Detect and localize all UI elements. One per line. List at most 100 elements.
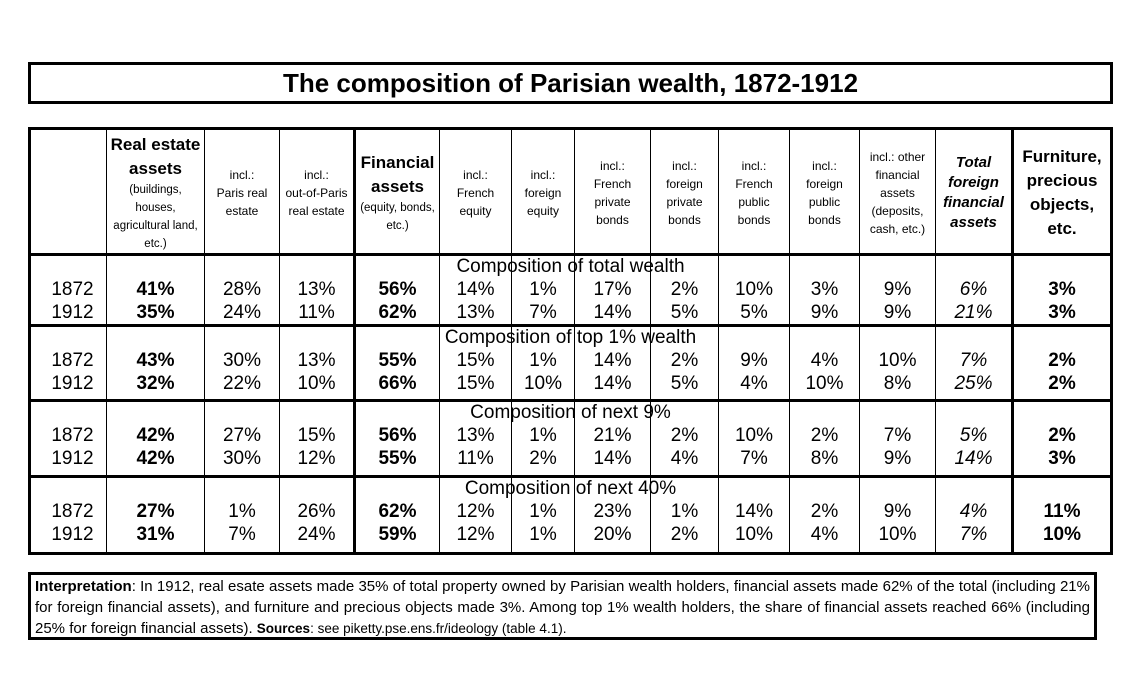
value-cell-foreign-public-bonds: 10%	[805, 373, 844, 394]
header-line: incl.:	[600, 159, 625, 173]
section-label: Composition of next 9%	[470, 402, 671, 423]
value-cell-financial: 62%	[378, 302, 417, 323]
page-title: The composition of Parisian wealth, 1872…	[28, 62, 1113, 104]
value-cell-furniture: 3%	[1048, 448, 1076, 469]
value-cell-other-financial: 9%	[883, 501, 912, 522]
value-cell-french-equity: 11%	[457, 448, 494, 469]
header-line: foreign	[806, 177, 843, 191]
header-furniture: Furniture, precious objects, etc.	[1014, 130, 1110, 256]
value-cell-french-private-bonds: 14%	[593, 448, 632, 469]
header-line: equity	[526, 204, 560, 218]
header-financial-l1: Financial	[360, 153, 435, 172]
header-line: estate	[225, 204, 259, 218]
value-cell-real-estate: 35%	[136, 302, 175, 323]
value-cell-french-private-bonds: 21%	[593, 425, 632, 446]
header-line: Paris real	[216, 186, 268, 200]
value-cell-french-public-bonds: 5%	[740, 302, 768, 323]
value-cell-paris-real-estate: 24%	[222, 302, 262, 323]
value-cell-furniture: 10%	[1042, 524, 1082, 545]
value-cell-financial: 59%	[378, 524, 417, 545]
value-cell-other-financial: 10%	[878, 350, 917, 371]
value-cell-foreign-equity: 10%	[523, 373, 563, 394]
header-line: incl.: other	[869, 150, 926, 164]
value-cell-french-equity: 12%	[456, 501, 495, 522]
header-foreign-equity: incl.: foreign equity	[512, 130, 574, 256]
value-cell-french-private-bonds: 17%	[593, 279, 632, 300]
header-sub-line: etc.)	[386, 220, 409, 232]
header-sub-line: houses,	[135, 202, 176, 214]
value-cell-furniture: 11%	[1043, 501, 1081, 522]
header-sub-line: agricultural land,	[113, 220, 198, 232]
value-cell-paris-real-estate: 30%	[222, 448, 262, 469]
value-cell-foreign-private-bonds: 4%	[670, 448, 699, 469]
value-cell-french-public-bonds: 9%	[740, 350, 768, 371]
value-cell-furniture: 2%	[1048, 350, 1076, 371]
value-cell-french-public-bonds: 10%	[734, 524, 774, 545]
value-cell-french-equity: 14%	[456, 279, 495, 300]
col-divider	[279, 130, 280, 552]
value-cell-french-public-bonds: 10%	[734, 425, 774, 446]
year-cell: 1872	[51, 501, 94, 522]
value-cell-outside-paris-real-estate: 24%	[297, 524, 336, 545]
section-divider	[31, 324, 1110, 327]
composition-table: Real estate assets (buildings, houses, a…	[28, 127, 1113, 555]
value-cell-real-estate: 31%	[136, 524, 175, 545]
header-line: Furniture,	[1022, 147, 1102, 166]
header-line: incl.:	[672, 159, 697, 173]
header-line: public	[738, 195, 770, 209]
col-divider	[935, 130, 936, 552]
value-cell-foreign-equity: 1%	[529, 350, 557, 371]
header-line: foreign	[666, 177, 703, 191]
section-label: Composition of next 40%	[464, 478, 677, 499]
value-cell-real-estate: 42%	[136, 425, 175, 446]
value-cell-total-foreign-financial: 14%	[954, 448, 993, 469]
value-cell-foreign-private-bonds: 2%	[670, 425, 699, 446]
value-cell-outside-paris-real-estate: 26%	[297, 501, 336, 522]
value-cell-french-equity: 15%	[456, 350, 495, 371]
header-financial-l2: assets	[371, 177, 424, 196]
header-paris-real-estate: incl.: Paris real estate	[205, 130, 279, 256]
value-cell-french-equity: 15%	[456, 373, 495, 394]
header-outside-paris-real-estate: incl.: out-of-Paris real estate	[280, 130, 353, 256]
value-cell-french-equity: 13%	[456, 302, 495, 323]
value-cell-foreign-equity: 2%	[529, 448, 557, 469]
value-cell-financial: 55%	[378, 350, 417, 371]
value-cell-other-financial: 9%	[883, 302, 912, 323]
value-cell-foreign-private-bonds: 5%	[670, 373, 699, 394]
header-line: precious	[1026, 171, 1098, 190]
value-cell-foreign-public-bonds: 3%	[810, 279, 839, 300]
value-cell-total-foreign-financial: 21%	[954, 302, 993, 323]
value-cell-total-foreign-financial: 7%	[959, 350, 988, 371]
header-line: incl.:	[463, 168, 488, 182]
value-cell-total-foreign-financial: 5%	[959, 425, 988, 446]
value-cell-total-foreign-financial: 7%	[959, 524, 988, 545]
value-cell-french-private-bonds: 23%	[593, 501, 632, 522]
value-cell-french-equity: 12%	[456, 524, 495, 545]
value-cell-outside-paris-real-estate: 13%	[297, 279, 336, 300]
header-line: financial	[943, 194, 1004, 211]
value-cell-foreign-private-bonds: 2%	[670, 279, 699, 300]
section-label: Composition of total wealth	[456, 256, 685, 277]
header-line: incl.:	[741, 159, 767, 173]
interpretation-label: Interpretation	[35, 578, 132, 595]
value-cell-foreign-public-bonds: 9%	[810, 302, 839, 323]
value-cell-other-financial: 10%	[878, 524, 917, 545]
header-line: foreign	[524, 186, 562, 200]
value-cell-foreign-private-bonds: 1%	[670, 501, 699, 522]
header-line: incl.:	[812, 159, 837, 173]
section-label: Composition of top 1% wealth	[444, 327, 697, 348]
value-cell-foreign-public-bonds: 2%	[810, 501, 839, 522]
year-cell: 1912	[51, 524, 94, 545]
header-line: etc.	[1047, 219, 1077, 238]
year-cell: 1912	[51, 302, 94, 323]
value-cell-real-estate: 27%	[136, 501, 175, 522]
header-line: French	[456, 186, 495, 200]
value-cell-real-estate: 41%	[136, 279, 175, 300]
value-cell-foreign-private-bonds: 5%	[670, 302, 699, 323]
header-divider	[31, 253, 1110, 256]
header-real-estate: Real estate assets (buildings, houses, a…	[107, 130, 204, 256]
value-cell-french-public-bonds: 10%	[734, 279, 774, 300]
value-cell-other-financial: 7%	[883, 425, 912, 446]
value-cell-furniture: 3%	[1048, 302, 1076, 323]
value-cell-other-financial: 9%	[883, 279, 912, 300]
